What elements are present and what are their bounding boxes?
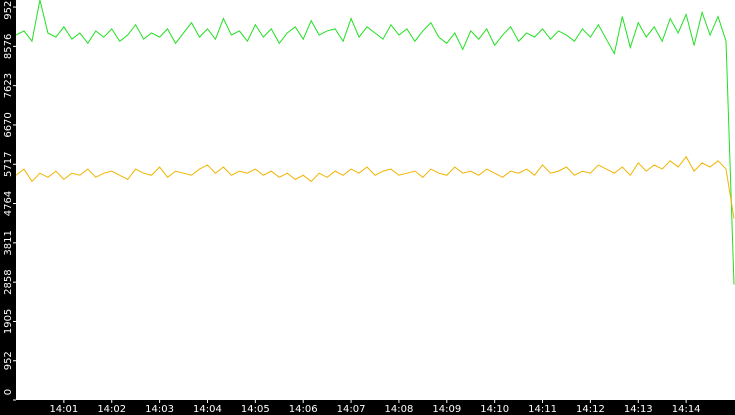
x-tick-label: 14:14 (672, 404, 701, 415)
x-tick-label: 14:13 (624, 404, 653, 415)
y-tick-label: 4764 (3, 191, 14, 216)
x-tick-label: 14:04 (193, 404, 222, 415)
x-tick-label: 14:01 (49, 404, 78, 415)
x-tick-label: 14:08 (385, 404, 414, 415)
y-axis-panel (0, 0, 16, 415)
y-tick-label: 952 (3, 351, 14, 370)
x-axis-panel (0, 400, 735, 415)
y-tick-label: 7623 (3, 73, 14, 98)
x-tick-label: 14:07 (337, 404, 366, 415)
x-tick-label: 14:10 (480, 404, 509, 415)
y-tick-label: 9529 (3, 0, 14, 20)
series-line (15, 155, 735, 219)
x-tick-label: 14:02 (97, 404, 126, 415)
y-tick-label: 2858 (3, 269, 14, 294)
x-tick-label: 14:06 (289, 404, 318, 415)
x-tick-label: 14:11 (528, 404, 557, 415)
y-tick-label: 0 (3, 389, 14, 395)
x-tick-label: 14:12 (576, 404, 605, 415)
y-tick-label: 6670 (3, 112, 14, 137)
series-line (15, 0, 735, 285)
y-tick-label: 1905 (3, 309, 14, 334)
x-tick-label: 14:05 (241, 404, 270, 415)
x-tick-label: 14:03 (145, 404, 174, 415)
x-tick-label: 14:09 (432, 404, 461, 415)
y-tick-label: 3811 (3, 230, 14, 255)
y-tick-label: 8576 (3, 34, 14, 59)
y-tick-label: 5717 (3, 152, 14, 177)
